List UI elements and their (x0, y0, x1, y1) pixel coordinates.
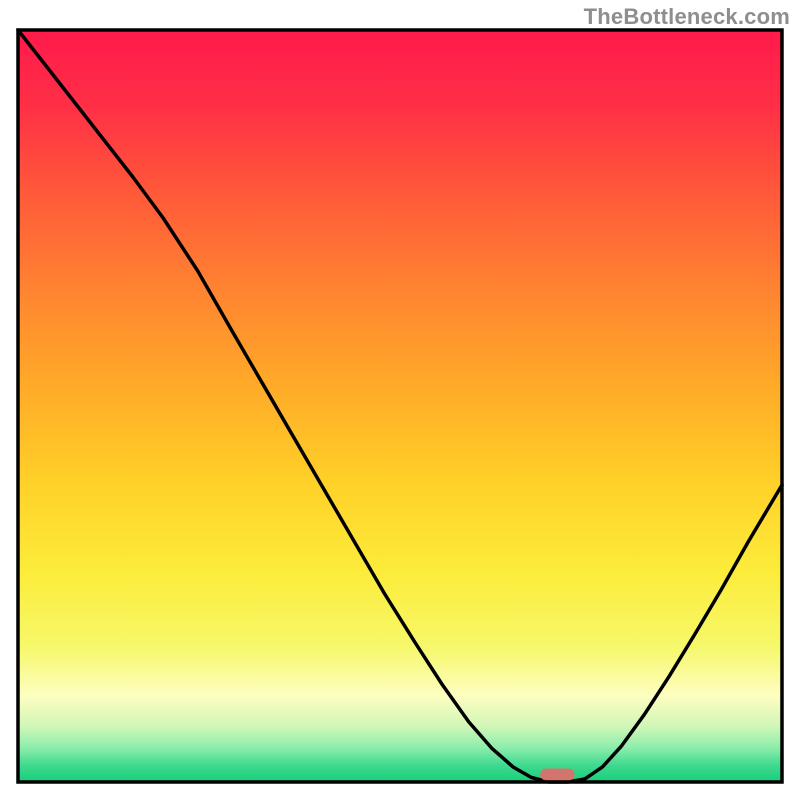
optimal-marker (540, 768, 574, 780)
watermark-text: TheBottleneck.com (584, 4, 790, 30)
bottleneck-chart (0, 0, 800, 800)
chart-container: TheBottleneck.com (0, 0, 800, 800)
chart-background (18, 30, 782, 782)
